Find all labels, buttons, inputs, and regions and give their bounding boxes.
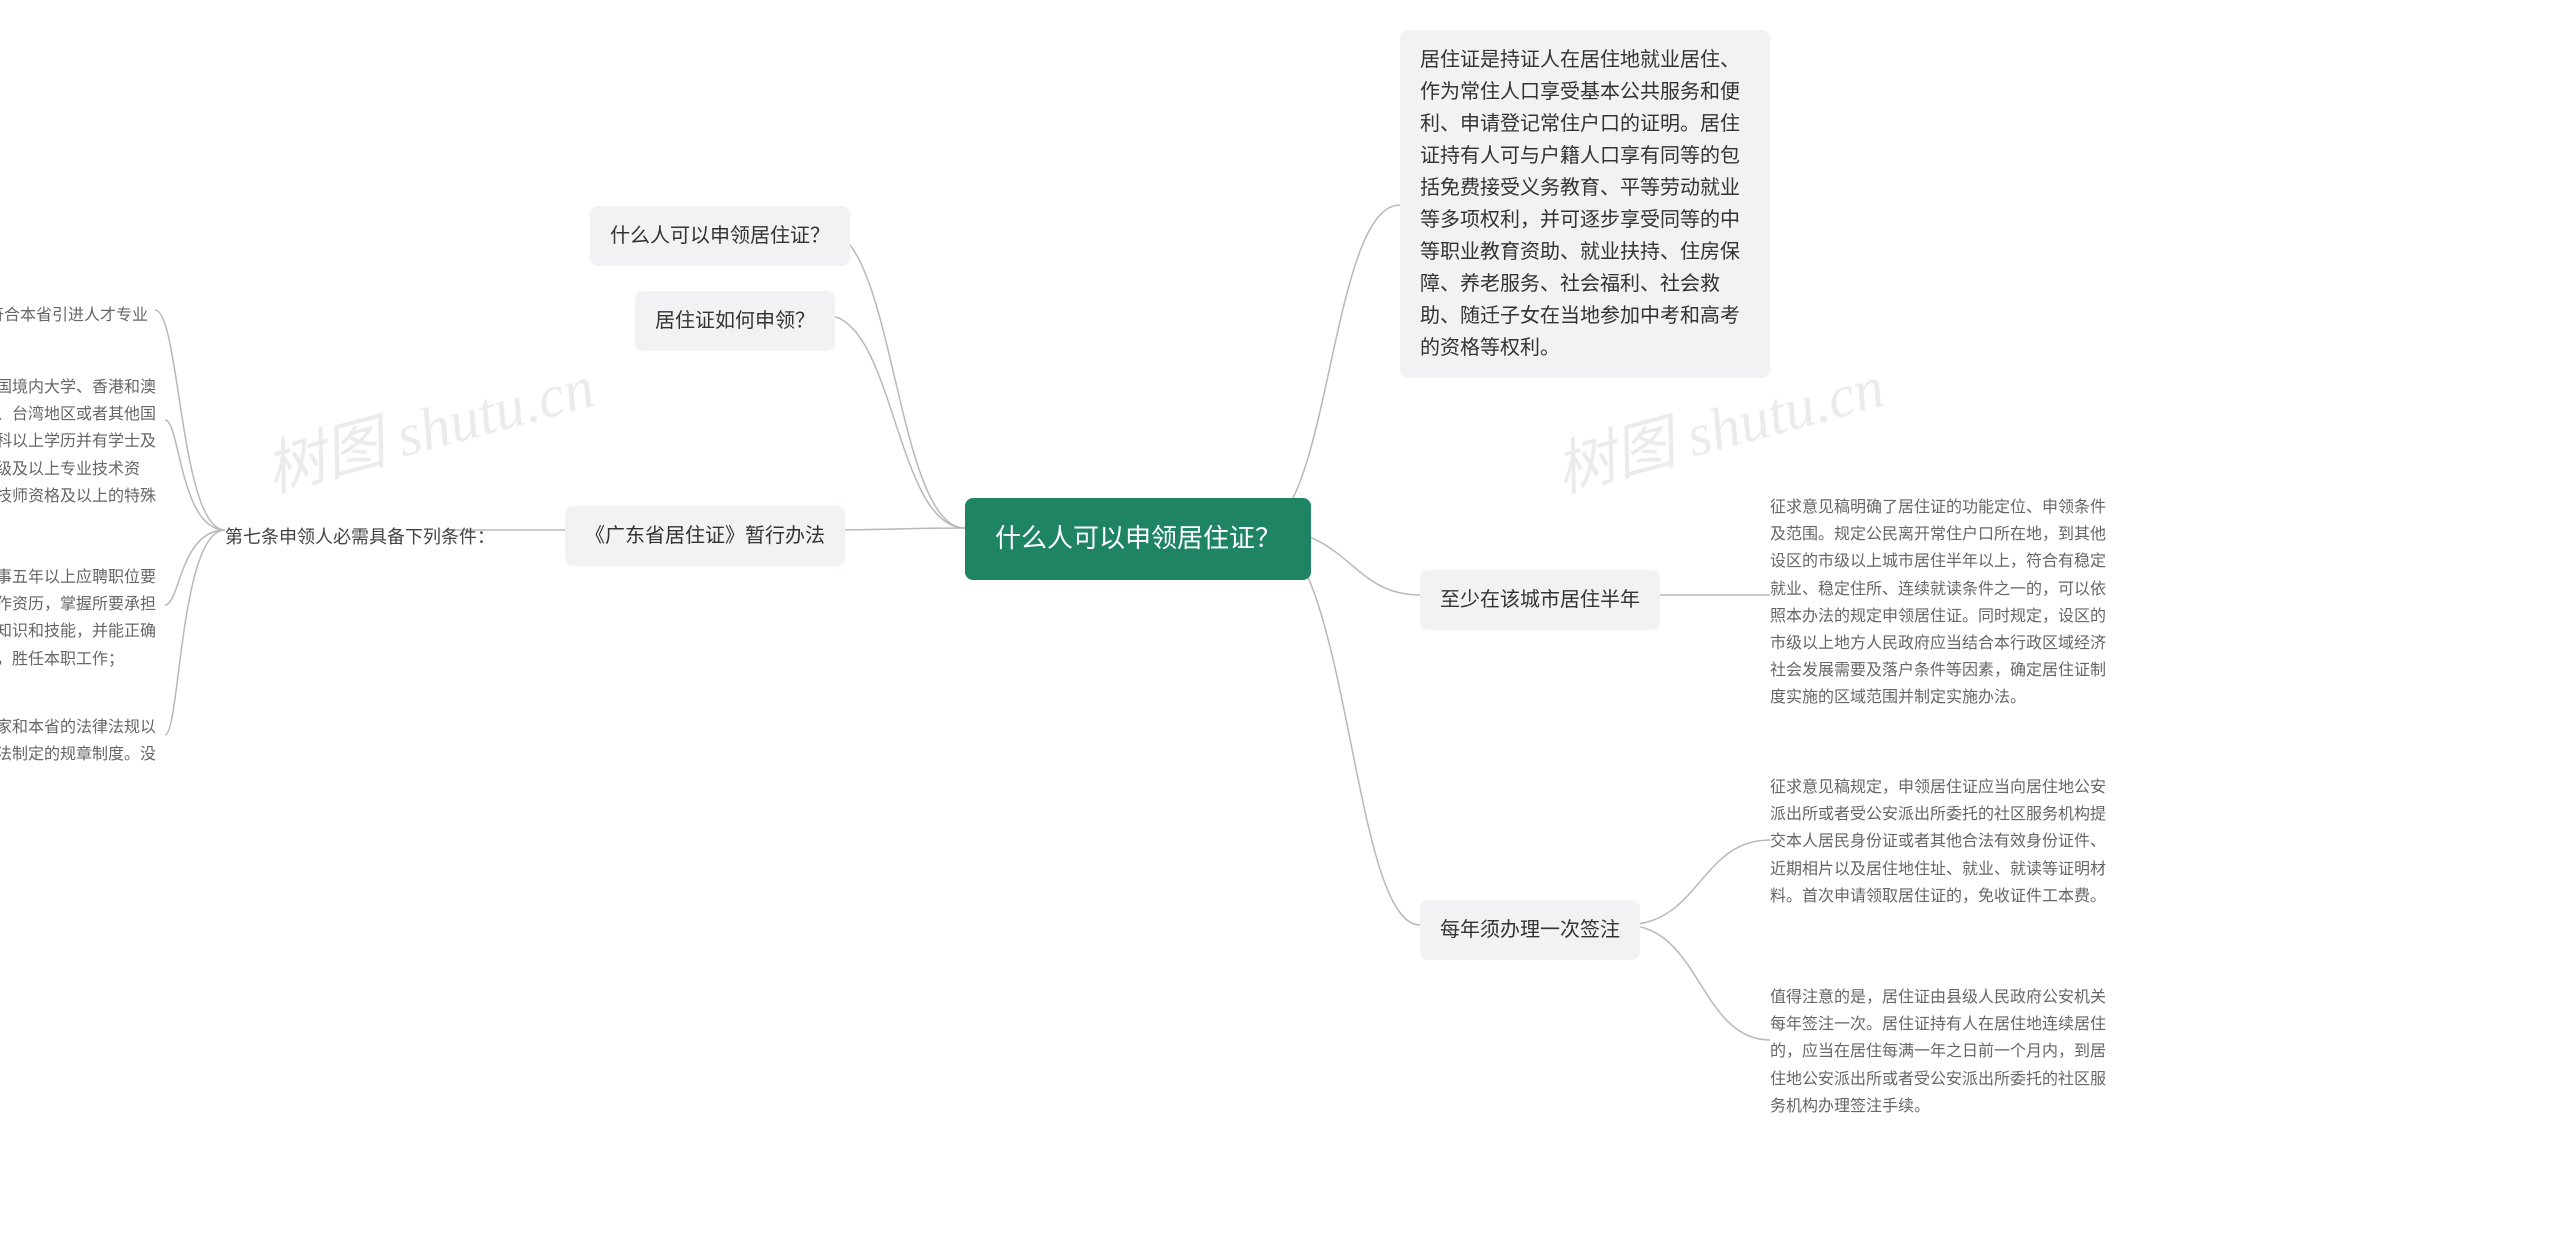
condition-4: （四）遵守国家和本省的法律法规以及应聘单位依法制定的规章制度。没有犯罪记录。 bbox=[0, 710, 170, 800]
root-label: 什么人可以申领居住证？ bbox=[995, 523, 1281, 553]
guangdong-label: 《广东省居住证》暂行办法 bbox=[585, 525, 825, 547]
halfyear-label: 至少在该城市居住半年 bbox=[1440, 589, 1640, 611]
q2-node[interactable]: 居住证如何申领？ bbox=[635, 291, 835, 351]
intro-text: 居住证是持证人在居住地就业居住、作为常住人口享受基本公共服务和便利、申请登记常住… bbox=[1420, 49, 1740, 359]
annual-content2: 值得注意的是，居住证由县级人民政府公安机关每年签注一次。居住证持有人在居住地连续… bbox=[1770, 980, 2110, 1124]
annual-node[interactable]: 每年须办理一次签注 bbox=[1420, 900, 1640, 960]
q1-label: 什么人可以申领居住证？ bbox=[610, 225, 830, 247]
halfyear-content: 征求意见稿明确了居住证的功能定位、申领条件及范围。规定公民离开常住户口所在地，到… bbox=[1770, 490, 2110, 716]
halfyear-node[interactable]: 至少在该城市居住半年 bbox=[1420, 570, 1660, 630]
root-node[interactable]: 什么人可以申领居住证？ bbox=[965, 498, 1311, 580]
condition-3: （三）具有从事五年以上应聘职位要求的本专业工作资历，掌握所要承担工作范围内的知识… bbox=[0, 560, 170, 677]
conditions-label: 第七条申领人必需具备下列条件： bbox=[225, 518, 495, 557]
q1-node[interactable]: 什么人可以申领居住证？ bbox=[590, 206, 850, 266]
watermark: 树图 shutu.cn bbox=[254, 338, 602, 509]
connector-lines bbox=[0, 0, 2560, 1250]
condition-2: （二）具有中国境内大学、香港和澳门特别行政区、台湾地区或者其他国家知名大学本科以… bbox=[0, 370, 170, 541]
annual-content1: 征求意见稿规定，申领居住证应当向居住地公安派出所或者受公安派出所委托的社区服务机… bbox=[1770, 770, 2110, 914]
guangdong-node[interactable]: 《广东省居住证》暂行办法 bbox=[565, 506, 845, 566]
q2-label: 居住证如何申领？ bbox=[655, 310, 815, 332]
condition-1: （一）符合本省引进人才专业需求； bbox=[0, 298, 160, 360]
annual-label: 每年须办理一次签注 bbox=[1440, 919, 1620, 941]
intro-node[interactable]: 居住证是持证人在居住地就业居住、作为常住人口享受基本公共服务和便利、申请登记常住… bbox=[1400, 30, 1770, 378]
